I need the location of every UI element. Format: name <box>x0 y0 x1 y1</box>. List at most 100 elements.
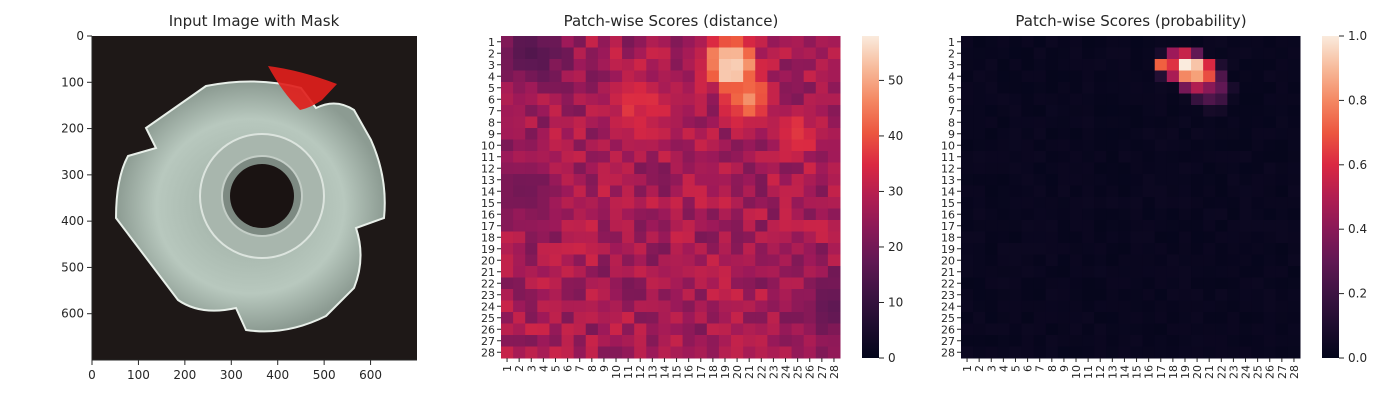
heatmap-cell <box>1166 208 1180 221</box>
row-tick-label: 2 <box>488 47 495 60</box>
heatmap-cell <box>1287 36 1301 48</box>
heatmap-cell <box>1154 139 1168 152</box>
heatmap-cell <box>585 289 599 301</box>
heatmap-cell <box>501 197 514 209</box>
col-tick-label: 6 <box>1022 365 1035 372</box>
heatmap-cell <box>1251 289 1265 301</box>
heatmap-cell <box>1057 208 1071 221</box>
heatmap-cell <box>1154 36 1168 48</box>
heatmap-cell <box>1106 174 1119 186</box>
heatmap-cell <box>827 208 841 221</box>
heatmap-cell <box>1033 93 1047 106</box>
heatmap-cell <box>1251 174 1265 186</box>
heatmap-cell <box>658 323 671 336</box>
heatmap-cell <box>1239 266 1253 278</box>
heatmap-cell <box>1251 300 1265 313</box>
heatmap-cell <box>1069 231 1083 244</box>
row-tick-label: 10 <box>941 139 955 152</box>
heatmap-cell <box>1239 335 1253 347</box>
heatmap-cell <box>827 277 841 290</box>
heatmap-cell <box>1203 116 1216 129</box>
heatmap-cell <box>1057 116 1071 129</box>
heatmap-cell <box>973 128 986 140</box>
heatmap-cell <box>682 185 696 198</box>
heatmap-cell <box>731 208 744 221</box>
heatmap-cell <box>1227 162 1240 175</box>
heatmap-cell <box>961 277 974 290</box>
heatmap-cell <box>1033 231 1047 244</box>
heatmap-cell <box>501 277 514 290</box>
heatmap-cell <box>634 162 647 175</box>
heatmap-cell <box>609 174 623 186</box>
heatmap-cell <box>1263 208 1277 221</box>
heatmap-cell <box>525 312 538 324</box>
heatmap-cell <box>1045 185 1059 198</box>
heatmap-cell <box>961 231 974 244</box>
heatmap-cell <box>1251 335 1265 347</box>
heatmap-cell <box>658 70 671 83</box>
heatmap-cell <box>525 162 538 175</box>
heatmap-cell <box>573 346 587 359</box>
heatmap-cell <box>634 82 647 94</box>
heatmap-cell <box>634 312 647 324</box>
heatmap-cell <box>1106 128 1119 140</box>
heatmap-cell <box>767 185 780 198</box>
heatmap-cell <box>997 82 1010 94</box>
heatmap-cell <box>706 254 720 267</box>
heatmap-cell <box>743 105 756 117</box>
heatmap-cell <box>525 116 538 129</box>
heatmap-cell <box>1082 185 1095 198</box>
row-tick-label: 11 <box>941 151 955 164</box>
heatmap-cell <box>573 174 587 186</box>
heatmap-cell <box>803 105 817 117</box>
heatmap-cell <box>1118 93 1131 106</box>
heatmap-cell <box>803 243 817 255</box>
heatmap-cell <box>561 47 575 60</box>
row-tick-label: 17 <box>941 220 955 233</box>
heatmap-cell <box>1203 254 1216 267</box>
heatmap-cell <box>1094 243 1107 255</box>
heatmap-cell <box>525 128 538 140</box>
heatmap-cell <box>815 47 829 60</box>
heatmap-cell <box>755 70 768 83</box>
heatmap-cell <box>1118 312 1131 324</box>
heatmap-cell <box>767 243 780 255</box>
heatmap-cell <box>791 346 805 359</box>
heatmap-cell <box>622 162 635 175</box>
heatmap-cell <box>997 266 1010 278</box>
heatmap-cell <box>997 128 1010 140</box>
heatmap-cell <box>1021 346 1035 359</box>
row-tick-label: 20 <box>481 254 495 267</box>
heatmap-cell <box>985 346 998 359</box>
heatmap-cell <box>670 36 684 48</box>
heatmap-cell <box>1130 312 1144 324</box>
heatmap-cell <box>622 105 635 117</box>
heatmap-cell <box>537 197 550 209</box>
heatmap-cell <box>1275 208 1289 221</box>
heatmap-cell <box>1166 139 1180 152</box>
heatmap-cell <box>537 220 550 232</box>
col-tick-label: 26 <box>804 365 817 379</box>
heatmap-cell <box>743 289 756 301</box>
col-tick-label: 20 <box>731 365 744 379</box>
heatmap-cell <box>997 300 1010 313</box>
heatmap-cell <box>1263 116 1277 129</box>
heatmap-cell <box>1021 335 1035 347</box>
heatmap-cell <box>997 289 1010 301</box>
row-tick-label: 19 <box>941 243 955 256</box>
heatmap-cell <box>670 185 684 198</box>
heatmap-cell <box>985 93 998 106</box>
heatmap-cell <box>1106 105 1119 117</box>
heatmap-cell <box>779 116 793 129</box>
heatmap-cell <box>827 59 841 71</box>
heatmap-cell <box>803 254 817 267</box>
heatmap-cell <box>1275 151 1289 163</box>
heatmap-cell <box>609 197 623 209</box>
heatmap-cell <box>767 312 780 324</box>
heatmap-cell <box>525 254 538 267</box>
heatmap-cell <box>1130 208 1144 221</box>
heatmap-cell <box>731 243 744 255</box>
heatmap-cell <box>997 105 1010 117</box>
heatmap-cell <box>694 197 708 209</box>
heatmap-cell <box>973 139 986 152</box>
